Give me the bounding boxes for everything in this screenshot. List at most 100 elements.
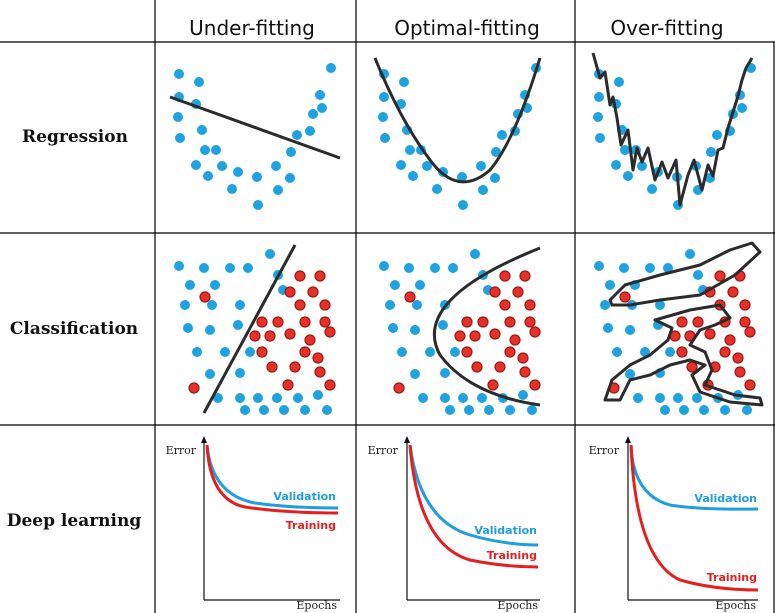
data-point (665, 347, 675, 357)
data-point (517, 352, 529, 364)
data-point (450, 347, 460, 357)
data-point (253, 200, 263, 210)
data-point (685, 249, 695, 259)
data-point (739, 316, 751, 328)
y-axis-label: Error (368, 444, 399, 457)
data-point (225, 263, 235, 273)
data-point (418, 393, 428, 403)
data-point (519, 366, 531, 378)
data-point (211, 145, 221, 155)
column-title-over-fitting: Over-fitting (610, 16, 723, 40)
data-point (663, 263, 673, 273)
data-point (594, 261, 604, 271)
data-point (457, 172, 467, 182)
data-point (619, 263, 629, 273)
data-point (217, 161, 227, 171)
row-title-classification: Classification (10, 319, 138, 339)
regression-under-fit-panel (169, 63, 341, 210)
training-curve (408, 444, 539, 569)
data-point (397, 347, 407, 357)
data-point (314, 366, 326, 378)
data-point (408, 171, 418, 181)
data-point (273, 185, 283, 195)
data-point (491, 147, 501, 157)
data-point (524, 299, 536, 311)
data-point (605, 280, 615, 290)
data-point (693, 270, 703, 280)
data-point (264, 330, 276, 342)
data-point (489, 328, 501, 340)
data-point (199, 263, 209, 273)
data-point (519, 270, 531, 282)
data-point (183, 323, 193, 333)
data-point (308, 109, 318, 119)
deep-learning-over-fit-panel: Error Epochs Validation Training (589, 436, 759, 612)
data-point (299, 346, 311, 358)
data-point (471, 361, 483, 373)
data-point (461, 346, 473, 358)
data-point (704, 328, 716, 340)
data-point (445, 405, 455, 415)
y-axis-label: Error (166, 444, 197, 457)
classification-points (379, 249, 541, 415)
x-axis-label: Epochs (296, 599, 337, 612)
data-point (285, 173, 295, 183)
validation-label: Validation (474, 524, 537, 537)
data-point (440, 393, 450, 403)
data-point (410, 369, 420, 379)
data-point (655, 393, 665, 403)
regression-points (173, 63, 336, 210)
data-point (304, 334, 316, 346)
data-point (284, 286, 296, 298)
regression-points (378, 63, 541, 210)
data-point (174, 261, 184, 271)
row-title-regression: Regression (22, 127, 128, 147)
data-point (213, 393, 223, 403)
data-point (734, 366, 746, 378)
data-point (319, 299, 331, 311)
data-point (256, 316, 268, 328)
deep-learning-optimal-fit-panel: Error Epochs Validation Training (368, 436, 540, 612)
data-point (243, 263, 253, 273)
data-point (699, 405, 709, 415)
data-point (476, 161, 486, 171)
data-point (259, 405, 269, 415)
data-point (300, 405, 310, 415)
data-point (245, 347, 255, 357)
linear-fit-line (169, 95, 341, 160)
y-axis-label: Error (589, 444, 620, 457)
data-point (173, 112, 183, 122)
validation-curve (205, 444, 339, 510)
data-point (623, 171, 633, 181)
y-axis-arrow-icon (404, 436, 410, 443)
data-point (379, 92, 389, 102)
overfit-boundary-lower (603, 303, 764, 407)
data-point (529, 379, 541, 391)
data-point (188, 382, 200, 394)
data-point (415, 280, 425, 290)
data-point (425, 347, 435, 357)
y-axis-arrow-icon (201, 436, 207, 443)
data-point (299, 316, 311, 328)
data-point (307, 286, 319, 298)
data-point (744, 379, 756, 391)
column-title-optimal-fitting: Optimal-fitting (394, 16, 540, 40)
data-point (279, 405, 289, 415)
row-title-deep-learning: Deep learning (7, 511, 142, 531)
data-point (518, 390, 528, 400)
data-point (393, 382, 405, 394)
data-point (612, 347, 622, 357)
data-point (324, 326, 336, 338)
data-point (207, 300, 217, 310)
data-point (611, 160, 621, 170)
data-point (220, 347, 230, 357)
data-point (625, 325, 635, 335)
data-point (432, 184, 442, 194)
column-title-under-fitting: Under-fitting (189, 16, 315, 40)
data-point (305, 126, 315, 136)
data-point (529, 326, 541, 338)
data-point (593, 112, 603, 122)
data-point (235, 393, 245, 403)
classification-over-fit-panel (594, 241, 764, 415)
